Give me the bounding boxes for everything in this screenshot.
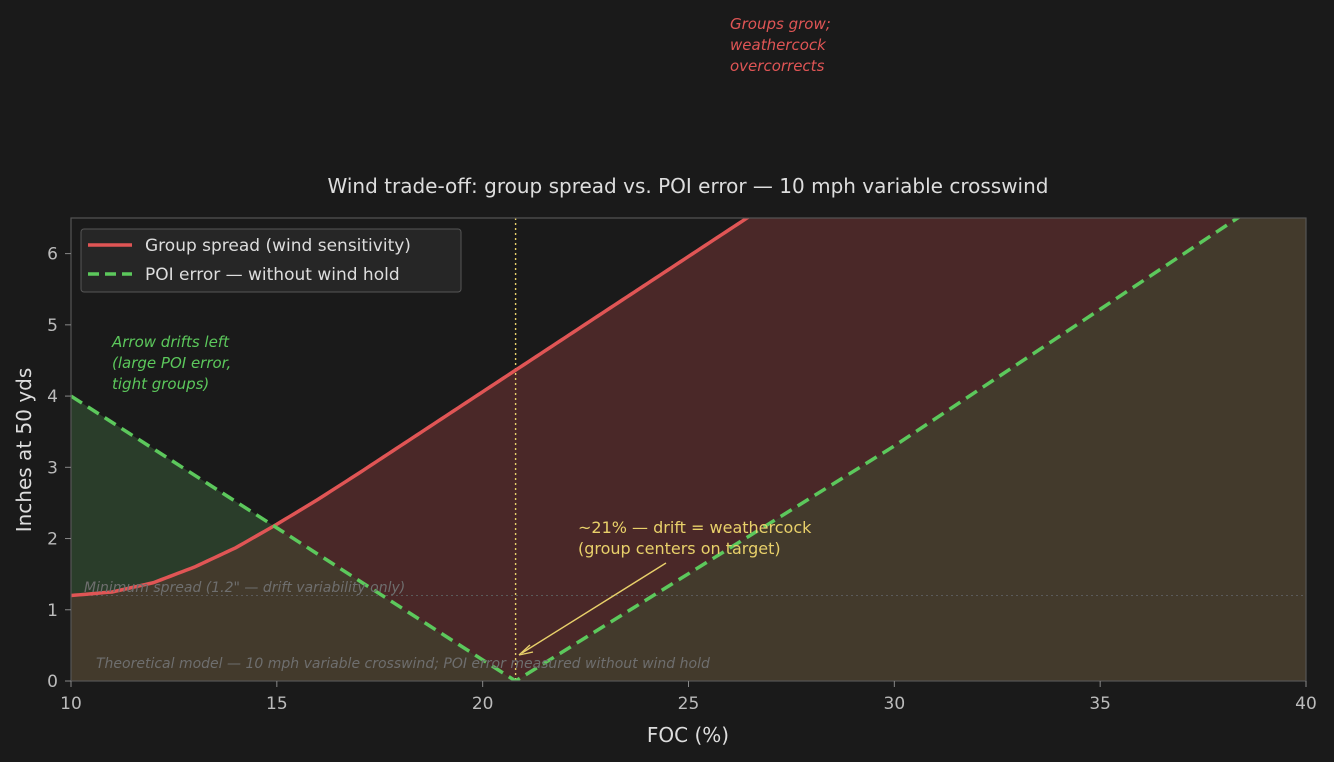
left-region-line-1: Arrow drifts left xyxy=(111,333,230,351)
fill-drift-dominated xyxy=(71,396,273,596)
right-region-line-2: weathercock xyxy=(730,36,827,54)
y-tick-label: 0 xyxy=(47,672,58,692)
x-axis-label: FOC (%) xyxy=(647,723,729,747)
legend: Group spread (wind sensitivity) POI erro… xyxy=(80,228,462,293)
right-region-line-3: overcorrects xyxy=(730,57,825,75)
y-tick-label: 4 xyxy=(47,387,58,407)
x-tick-label: 15 xyxy=(266,694,288,714)
right-region-annotation: Groups grow; weathercock overcorrects xyxy=(730,15,831,75)
series-line-group-spread xyxy=(71,218,751,598)
x-tick-label: 40 xyxy=(1295,694,1317,714)
crossover-line-1: ~21% — drift = weathercock xyxy=(578,518,812,537)
x-tick-label: 35 xyxy=(1089,694,1111,714)
fill-spread-dominated xyxy=(276,218,1306,681)
series-line-poi-error xyxy=(71,218,1241,681)
left-region-line-3: tight groups) xyxy=(112,375,209,393)
plot-area xyxy=(70,217,1307,682)
crossover-arrow-head xyxy=(518,644,534,656)
x-tick-label: 20 xyxy=(472,694,494,714)
min-spread-label: Minimum spread (1.2" — drift variability… xyxy=(84,580,405,596)
y-tick-label: 5 xyxy=(47,316,58,336)
left-region-annotation: Arrow drifts left (large POI error, tigh… xyxy=(111,333,231,393)
x-tick-label: 30 xyxy=(884,694,906,714)
y-axis-label: Inches at 50 yds xyxy=(12,368,36,533)
x-axis: 10 15 20 25 30 35 40 xyxy=(60,681,1317,714)
left-region-line-2: (large POI error, xyxy=(112,354,231,372)
legend-label-spread: Group spread (wind sensitivity) xyxy=(145,236,411,256)
crossover-line-2: (group centers on target) xyxy=(578,539,781,558)
chart-title: Wind trade-off: group spread vs. POI err… xyxy=(328,174,1049,198)
y-tick-label: 1 xyxy=(47,601,58,621)
y-tick-label: 3 xyxy=(47,458,58,478)
right-region-line-1: Groups grow; xyxy=(730,15,831,33)
fill-shared-lower xyxy=(71,218,1306,681)
x-tick-label: 10 xyxy=(60,694,82,714)
y-axis: 0 1 2 3 4 5 6 xyxy=(47,245,71,692)
y-tick-label: 2 xyxy=(47,530,58,550)
x-tick-label: 25 xyxy=(678,694,700,714)
y-tick-label: 6 xyxy=(47,245,58,265)
footnote: Theoretical model — 10 mph variable cros… xyxy=(96,656,710,672)
crossover-annotation: ~21% — drift = weathercock (group center… xyxy=(518,518,812,656)
legend-label-poi: POI error — without wind hold xyxy=(145,265,400,285)
legend-box xyxy=(80,228,462,293)
crossover-arrow-shaft xyxy=(521,562,667,654)
